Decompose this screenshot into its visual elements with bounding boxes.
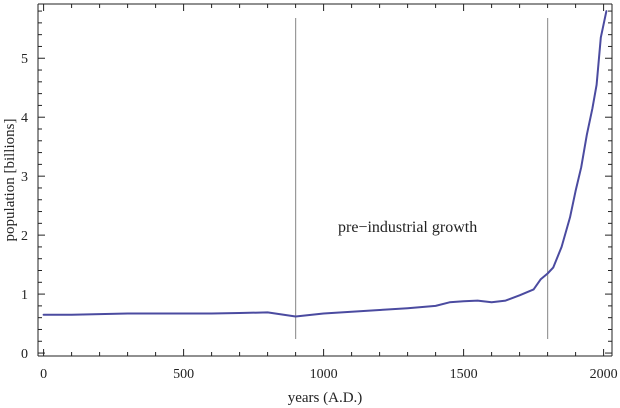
x-tick-label: 1000 <box>310 367 338 382</box>
y-axis-title: population [billions] <box>2 119 18 242</box>
annotation-label: pre−industrial growth <box>338 219 477 236</box>
y-tick-label: 5 <box>21 52 28 67</box>
y-tick-label: 1 <box>21 288 28 303</box>
x-axis-title: years (A.D.) <box>288 390 363 406</box>
y-tick-label: 4 <box>21 111 28 126</box>
y-tick-label: 2 <box>21 229 28 244</box>
axes <box>37 3 613 357</box>
y-tick-label: 0 <box>21 347 28 362</box>
x-tick-label: 500 <box>173 367 194 382</box>
x-tick-label: 0 <box>40 367 47 382</box>
population-series-line <box>42 10 608 318</box>
x-tick-label: 1500 <box>450 367 478 382</box>
ticks: 0 500 1000 1500 2000 0 1 2 3 4 5 <box>21 4 618 382</box>
series <box>42 10 608 318</box>
x-tick-label: 2000 <box>590 367 618 382</box>
y-tick-label: 3 <box>21 170 28 185</box>
vertical-markers <box>295 18 549 339</box>
